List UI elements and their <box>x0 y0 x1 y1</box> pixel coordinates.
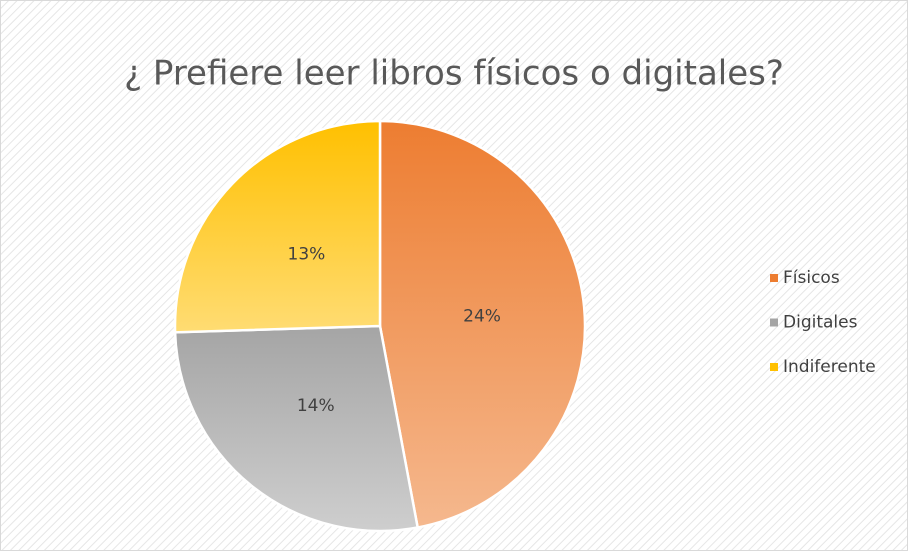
legend-swatch <box>770 363 778 371</box>
legend-label: Digitales <box>783 313 858 333</box>
pie-slice <box>378 119 587 529</box>
legend-label: Físicos <box>783 268 840 288</box>
data-label: 13% <box>288 245 326 265</box>
data-label: 24% <box>463 307 501 327</box>
pie-slice <box>173 324 420 533</box>
pie-slice <box>173 119 382 334</box>
data-label: 14% <box>297 396 335 416</box>
legend-swatch <box>770 318 778 327</box>
legend-label: Indiferente <box>783 357 876 377</box>
chart-title: ¿ Prefiere leer libros físicos o digital… <box>124 54 784 94</box>
legend-swatch <box>770 274 778 282</box>
